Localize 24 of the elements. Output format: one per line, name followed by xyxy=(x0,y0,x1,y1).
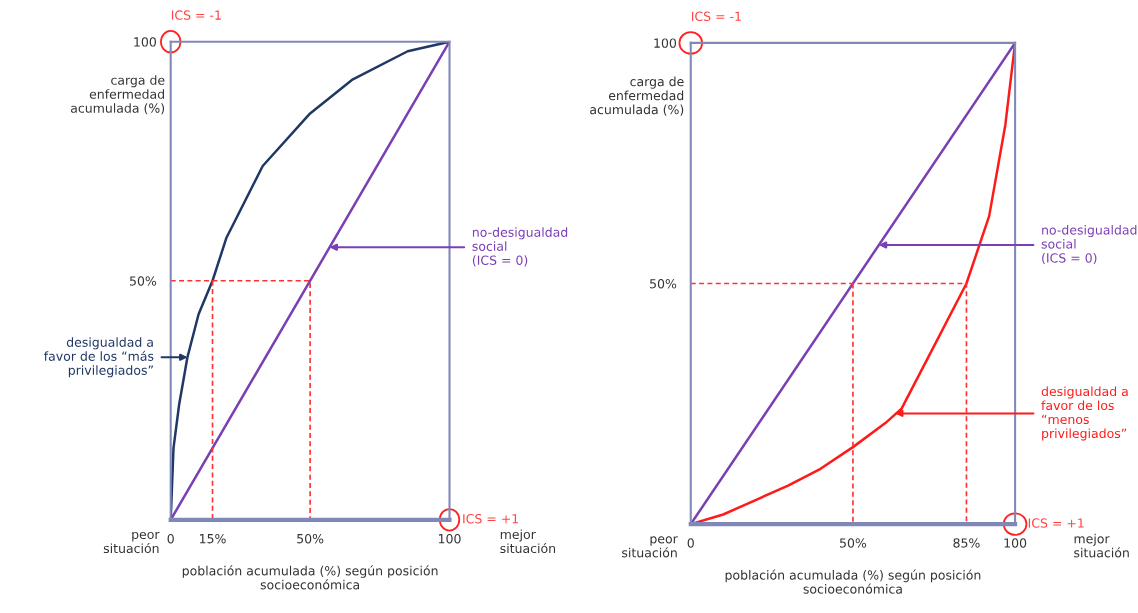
x-tick-label: 15% xyxy=(200,533,226,544)
x-tick-label: 50% xyxy=(840,538,867,548)
x-tick-label: 0 xyxy=(167,533,174,544)
x-tick-label: 50% xyxy=(297,533,324,544)
x-axis-title: población acumulada (%) según posición socioeconómica xyxy=(725,569,981,594)
y-axis-title: carga de enfermedad acumulada (%) xyxy=(590,76,684,116)
annotation: ICS = -1 xyxy=(171,10,221,20)
x-tick-label: 100 xyxy=(438,533,461,544)
text: mejor situación xyxy=(500,529,556,554)
text: peor situación xyxy=(103,531,160,554)
annotation: desigualdad a favor de los “más privilegiados” xyxy=(44,337,154,378)
x-axis-title: población acumulada (%) según posición socioeconómica xyxy=(182,565,438,590)
text: peor situación xyxy=(622,536,678,558)
y-axis-title: carga de enfermedad acumulada (%) xyxy=(70,75,165,115)
annotation: no-desigualdad social (ICS = 0) xyxy=(472,227,568,267)
x-tick-label: 0 xyxy=(687,538,694,548)
x-tick-label: 85% xyxy=(953,538,980,548)
annotation: desigualdad a favor de los “menos privilegiados” xyxy=(1041,386,1128,441)
annotation: ICS = +1 xyxy=(1028,518,1084,528)
annotation: no-desigualdad social (ICS = 0) xyxy=(1041,224,1137,265)
text: mejor situación xyxy=(1074,533,1129,558)
x-tick-label: 100 xyxy=(1004,538,1027,548)
annotation: ICS = +1 xyxy=(463,514,519,524)
annotation: ICS = -1 xyxy=(691,11,741,22)
